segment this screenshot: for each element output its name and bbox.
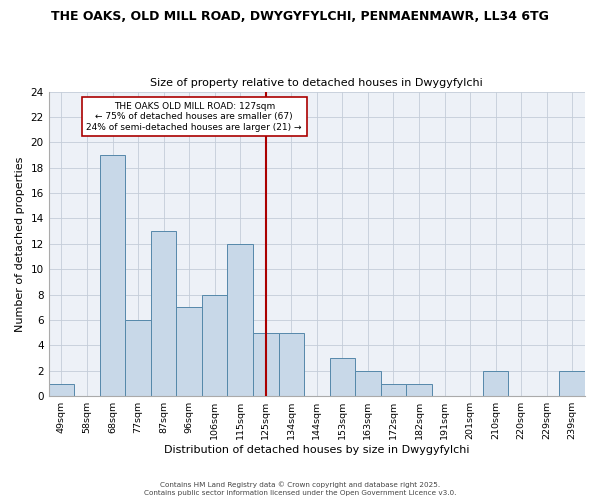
Bar (253, 332, 278, 396)
Bar (406, 384, 432, 396)
Bar (483, 371, 508, 396)
Bar (559, 371, 585, 396)
Bar (100, 155, 125, 396)
Bar (227, 244, 253, 396)
Bar (49, 384, 74, 396)
Bar (355, 371, 380, 396)
Text: Contains public sector information licensed under the Open Government Licence v3: Contains public sector information licen… (144, 490, 456, 496)
Bar (380, 384, 406, 396)
Bar (329, 358, 355, 396)
Text: THE OAKS, OLD MILL ROAD, DWYGYFYLCHI, PENMAENMAWR, LL34 6TG: THE OAKS, OLD MILL ROAD, DWYGYFYLCHI, PE… (51, 10, 549, 23)
Bar (202, 294, 227, 396)
Bar (176, 308, 202, 396)
Text: THE OAKS OLD MILL ROAD: 127sqm
← 75% of detached houses are smaller (67)
24% of : THE OAKS OLD MILL ROAD: 127sqm ← 75% of … (86, 102, 302, 132)
Text: Contains HM Land Registry data © Crown copyright and database right 2025.: Contains HM Land Registry data © Crown c… (160, 481, 440, 488)
Y-axis label: Number of detached properties: Number of detached properties (15, 156, 25, 332)
X-axis label: Distribution of detached houses by size in Dwygyfylchi: Distribution of detached houses by size … (164, 445, 470, 455)
Bar (151, 231, 176, 396)
Bar (125, 320, 151, 396)
Title: Size of property relative to detached houses in Dwygyfylchi: Size of property relative to detached ho… (151, 78, 483, 88)
Bar (278, 332, 304, 396)
